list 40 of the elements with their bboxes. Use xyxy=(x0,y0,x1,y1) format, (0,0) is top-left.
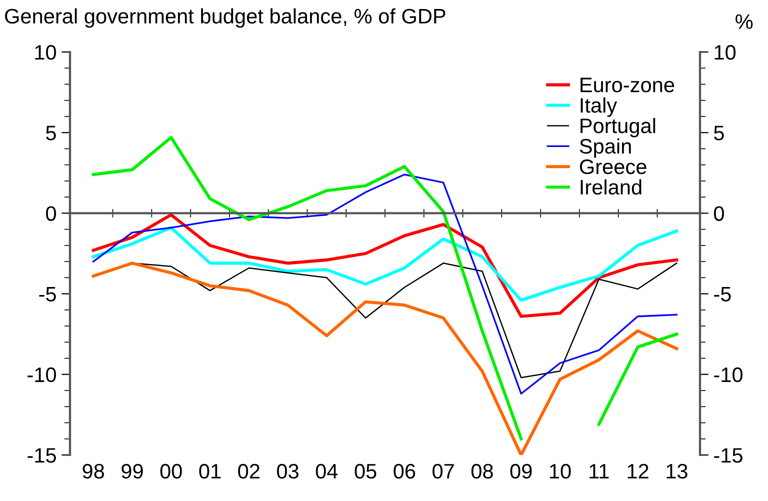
x-tick-label: 03 xyxy=(277,464,298,479)
x-tick-label: 09 xyxy=(510,464,532,479)
x-tick-label: 12 xyxy=(628,464,648,478)
line-series xyxy=(92,174,678,395)
y2-tick-label: -15 xyxy=(714,448,742,463)
y2-tick-label: -10 xyxy=(714,367,742,382)
x-tick-label: 02 xyxy=(238,464,260,479)
legend-label: Ireland xyxy=(580,179,642,195)
line-series xyxy=(92,213,678,318)
y-tick-label: 10 xyxy=(35,45,56,60)
x-tick-label: 05 xyxy=(354,464,376,479)
y2-tick-label: 0 xyxy=(714,206,724,221)
x-tick-label: 99 xyxy=(122,464,143,479)
y-tick-label: -5 xyxy=(39,287,56,302)
x-tick-label: 00 xyxy=(160,464,182,479)
legend-label: Spain xyxy=(580,138,631,158)
chart-title: General government budget balance, % of GDP xyxy=(5,8,446,28)
line-series xyxy=(92,262,678,455)
legend-label: Greece xyxy=(580,159,646,174)
x-tick-label: 13 xyxy=(666,464,688,479)
x-tick-label: 11 xyxy=(590,464,609,478)
x-tick-label: 98 xyxy=(82,464,104,479)
legend-label: Euro-zone xyxy=(580,78,674,92)
x-tick-label: 06 xyxy=(394,464,416,479)
x-tick-label: 08 xyxy=(471,464,493,479)
legend-label: Italy xyxy=(580,97,618,117)
y-tick-label: -15 xyxy=(28,448,56,463)
x-tick-label: 07 xyxy=(432,464,454,479)
x-tick-label: 01 xyxy=(199,464,221,479)
legend-label: Portugal xyxy=(580,118,656,138)
y-tick-label: 0 xyxy=(46,206,56,221)
y2-tick-label: 5 xyxy=(714,126,724,140)
y-tick-label: 5 xyxy=(46,126,56,140)
x-tick-label: 04 xyxy=(316,464,338,479)
y-tick-label: -10 xyxy=(28,367,56,382)
y2-tick-label: 10 xyxy=(714,45,736,60)
y2-tick-label: -5 xyxy=(714,287,731,302)
y2-axis-title: % xyxy=(736,14,753,29)
line-series xyxy=(92,226,678,302)
x-tick-label: 10 xyxy=(550,464,571,479)
